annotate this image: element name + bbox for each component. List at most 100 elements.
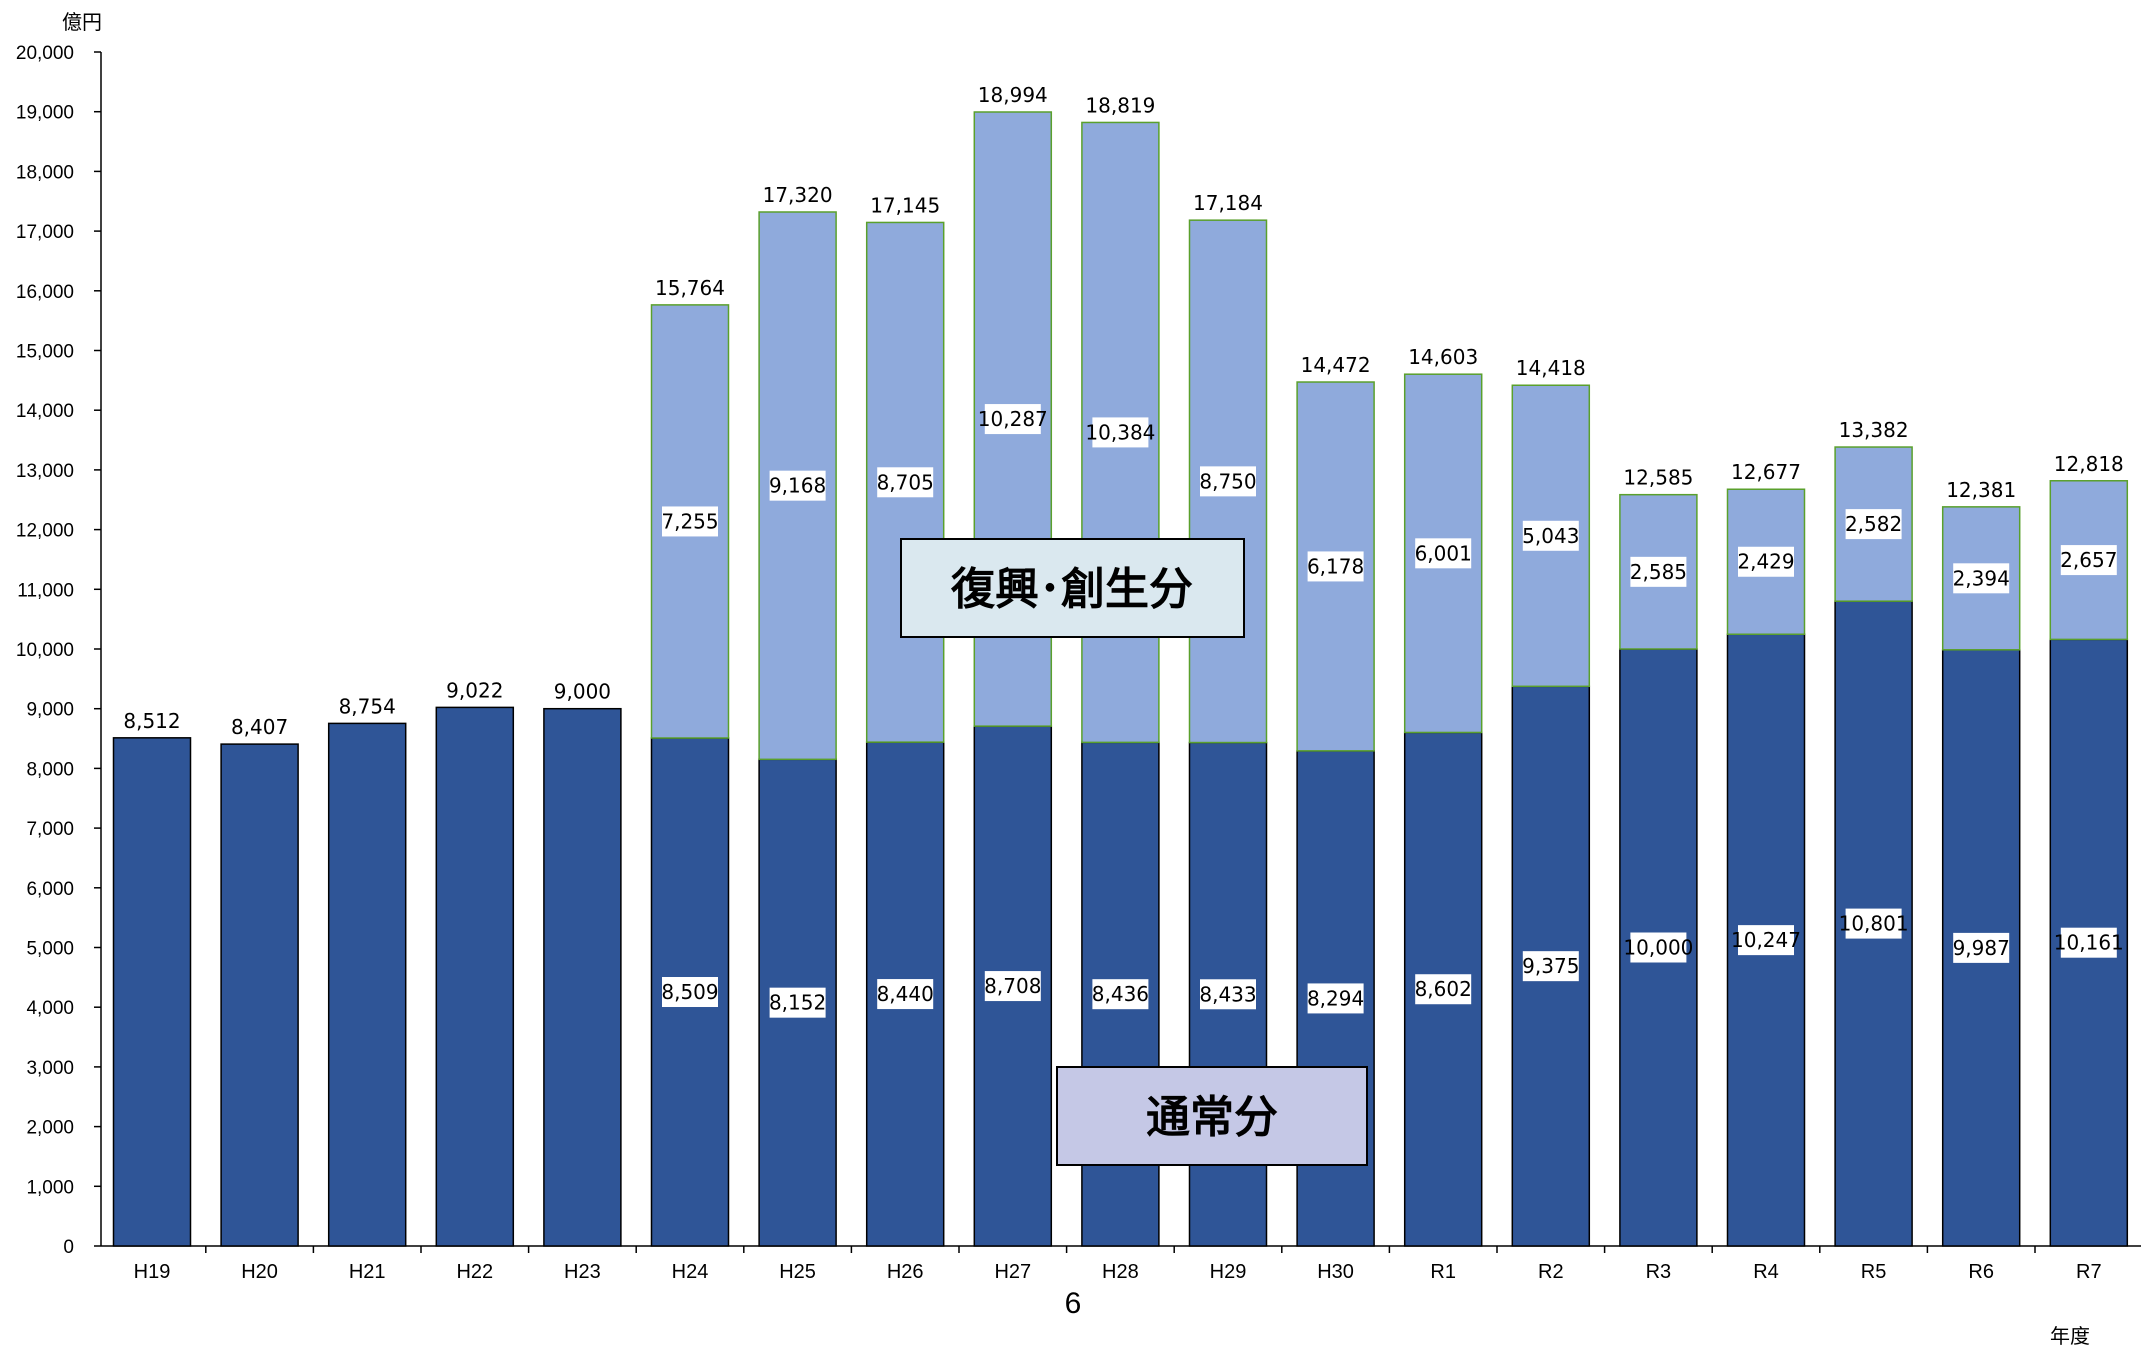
y-tick-label: 11,000 [17, 580, 74, 601]
segment-label-box [877, 979, 934, 1010]
segment-value-recovery: 8,705 [877, 470, 934, 494]
y-tick-label: 13,000 [16, 461, 74, 482]
segment-label-box [2060, 927, 2117, 958]
segment-value-recovery: 2,394 [1953, 566, 2010, 590]
bar-total-label: 17,184 [1193, 191, 1263, 215]
segment-value-recovery: 5,043 [1522, 524, 1579, 548]
segment-label-box [1307, 551, 1364, 582]
x-tick-label: H22 [456, 1261, 493, 1283]
bar-segment-normal [543, 707, 622, 1247]
y-tick-label: 1,000 [26, 1177, 74, 1198]
x-tick-label: H24 [672, 1261, 709, 1283]
segment-label-box [1200, 979, 1256, 1010]
bar-total-label: 14,472 [1301, 353, 1371, 377]
segment-label-box [769, 470, 826, 501]
x-tick-label: H21 [349, 1261, 386, 1283]
bar-total-label: 13,382 [1839, 418, 1909, 442]
segment-value-normal: 8,152 [769, 991, 826, 1015]
segment-label-box [1630, 556, 1687, 587]
segment-label-box [1953, 563, 2010, 594]
y-axis-unit: 億円 [62, 10, 102, 34]
bar-total-label: 12,585 [1623, 466, 1693, 490]
segment-value-normal: 8,440 [877, 982, 934, 1006]
x-tick-label: H29 [1210, 1261, 1247, 1283]
bar-total-label: 12,381 [1946, 478, 2016, 502]
x-tick-label: R7 [2076, 1261, 2102, 1283]
segment-value-normal: 8,509 [661, 980, 718, 1004]
legend-recovery-box [900, 538, 1245, 638]
segment-value-recovery: 2,657 [2060, 548, 2117, 572]
bar-total-label: 17,145 [870, 193, 940, 217]
segment-label-box [1522, 951, 1579, 982]
x-tick-label: H20 [241, 1261, 278, 1283]
segment-label-box [1845, 509, 1902, 540]
bar-total-label: 8,407 [231, 715, 288, 739]
x-tick-label: H25 [779, 1261, 816, 1283]
bar-total-label: 9,022 [446, 678, 503, 702]
bar-total-label: 14,418 [1516, 356, 1586, 380]
segment-label-box [1522, 520, 1579, 551]
y-tick-label: 19,000 [16, 103, 74, 124]
segment-value-normal: 9,987 [1953, 936, 2010, 960]
segment-value-normal: 10,247 [1731, 928, 1801, 952]
segment-label-box [1092, 979, 1149, 1010]
segment-value-recovery: 2,582 [1845, 512, 1902, 536]
segment-label-box [1738, 925, 1794, 956]
segment-label-box [662, 977, 718, 1008]
segment-label-box [984, 404, 1041, 435]
bar-total-label: 8,512 [123, 709, 180, 733]
bar-total-label: 18,819 [1085, 94, 1155, 118]
x-tick-label: H27 [994, 1261, 1031, 1283]
segment-value-recovery: 6,001 [1415, 541, 1472, 565]
bar-segment-normal [327, 722, 407, 1247]
y-tick-label: 12,000 [16, 521, 74, 542]
axes: 0 1,000 2,000 3,000 4,000 5,000 6,000 7,000 8,00… [16, 43, 2141, 1283]
y-tick-label: 20,000 [16, 43, 74, 64]
segment-value-normal: 8,602 [1415, 977, 1472, 1001]
y-tick-label: 5,000 [26, 939, 74, 960]
x-tick-label: R5 [1861, 1261, 1887, 1283]
segment-label-box [1307, 983, 1364, 1014]
bar-total-label: 14,603 [1408, 345, 1478, 369]
legend-recovery-label: 復興･創生分 [950, 564, 1193, 615]
segment-label-box [1092, 417, 1149, 448]
x-tick-label: H28 [1102, 1261, 1139, 1283]
segment-label-box [984, 971, 1041, 1002]
segment-value-normal: 8,436 [1092, 982, 1149, 1006]
y-tick-label: 10,000 [16, 640, 74, 661]
bar-total-label: 12,677 [1731, 460, 1801, 484]
segment-value-normal: 10,161 [2054, 931, 2124, 955]
segment-value-recovery: 10,287 [978, 407, 1048, 431]
bar-segment-normal [435, 706, 515, 1247]
x-axis-label: 年度 [2050, 1324, 2090, 1348]
segment-label-box [1953, 932, 2010, 963]
y-tick-label: 9,000 [26, 700, 74, 721]
labels: 8,512 8,407 8,754 9,022 9,000 8,509 7,255 15,76… [123, 83, 2124, 1018]
y-tick-label: 17,000 [16, 222, 74, 243]
x-tick-label: R6 [1968, 1261, 1994, 1283]
bar-total-label: 12,818 [2054, 452, 2124, 476]
segment-label-box [769, 987, 826, 1018]
legend-normal: 通常分 [1056, 1066, 1368, 1166]
segment-label-box [877, 467, 934, 498]
bar-total-label: 18,994 [978, 83, 1048, 107]
segment-value-normal: 8,708 [984, 974, 1041, 998]
segment-value-normal: 8,433 [1199, 982, 1256, 1006]
y-tick-label: 4,000 [26, 998, 74, 1019]
y-tick-label: 2,000 [26, 1118, 74, 1139]
bar-total-label: 8,754 [339, 694, 396, 718]
segment-value-recovery: 6,178 [1307, 554, 1364, 578]
segment-value-normal: 10,801 [1839, 912, 1909, 936]
bar-total-label: 17,320 [763, 183, 833, 207]
segment-value-recovery: 2,585 [1630, 560, 1687, 584]
segment-value-recovery: 10,384 [1085, 420, 1155, 444]
segment-label-box [1415, 538, 1472, 569]
segment-value-normal: 8,294 [1307, 986, 1364, 1010]
y-tick-label: 3,000 [26, 1058, 74, 1079]
segment-value-normal: 10,000 [1623, 936, 1693, 960]
segment-value-normal: 9,375 [1522, 954, 1579, 978]
bar-segment-normal [220, 743, 299, 1247]
segment-label-box [2060, 545, 2117, 576]
x-tick-label: R1 [1430, 1261, 1456, 1283]
